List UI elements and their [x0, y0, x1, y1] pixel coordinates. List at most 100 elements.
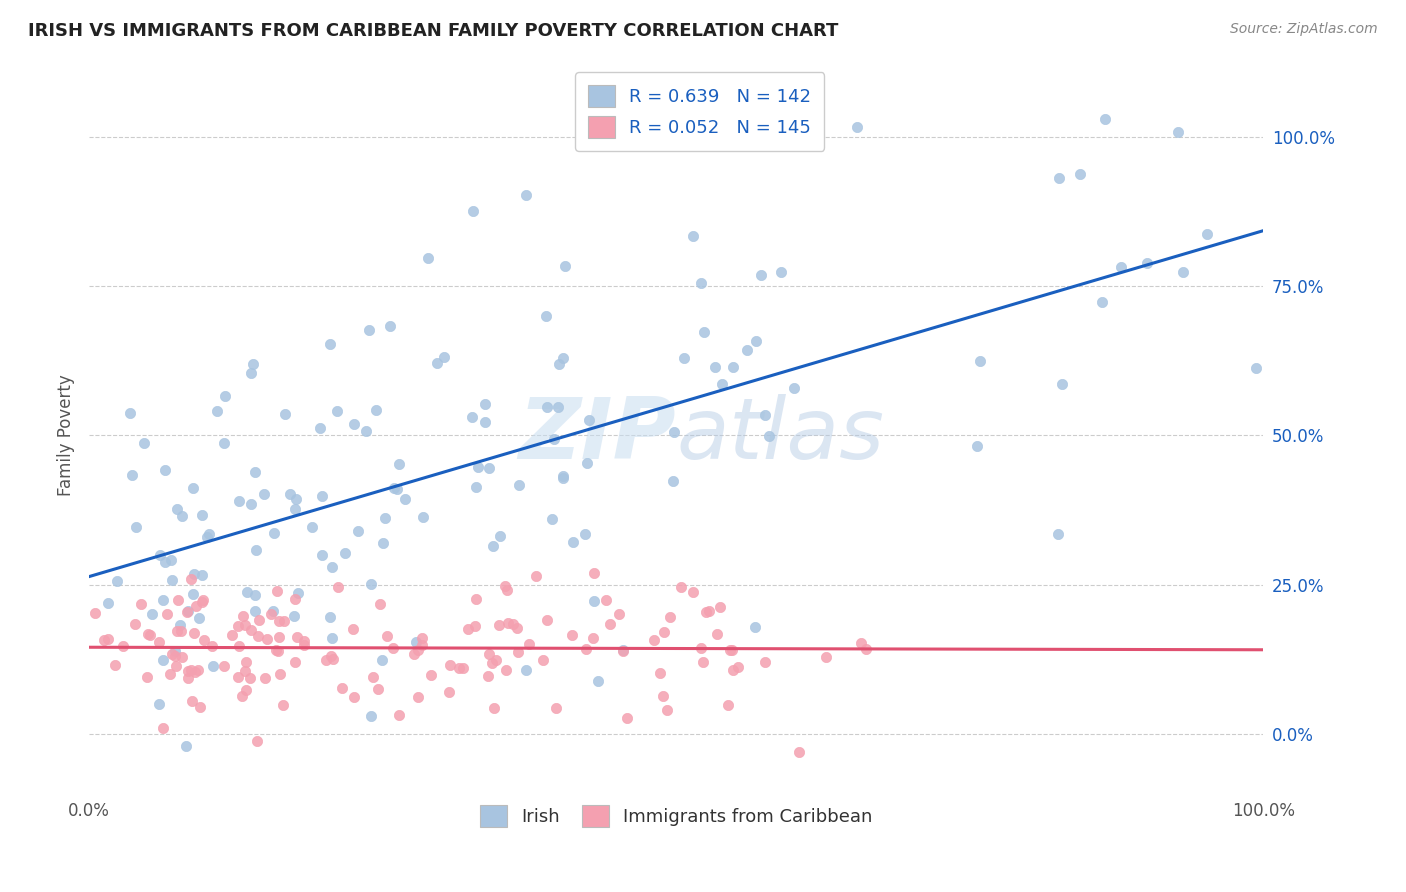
- Point: [243, 465, 266, 479]
- Point: [162, 573, 184, 587]
- Point: [207, 404, 229, 418]
- Point: [769, 265, 792, 279]
- Point: [612, 643, 634, 657]
- Point: [93, 633, 115, 648]
- Point: [319, 609, 342, 624]
- Point: [271, 698, 294, 712]
- Point: [201, 659, 224, 673]
- Point: [195, 530, 218, 544]
- Point: [321, 559, 343, 574]
- Point: [228, 640, 250, 654]
- Point: [582, 594, 605, 608]
- Point: [260, 607, 283, 622]
- Point: [496, 616, 519, 631]
- Point: [315, 653, 337, 667]
- Point: [309, 421, 332, 435]
- Point: [382, 640, 405, 655]
- Point: [311, 489, 333, 503]
- Point: [148, 548, 170, 562]
- Point: [183, 626, 205, 640]
- Point: [534, 309, 557, 323]
- Point: [411, 638, 433, 652]
- Point: [382, 481, 405, 495]
- Text: ZIP: ZIP: [519, 394, 676, 477]
- Point: [228, 494, 250, 508]
- Point: [419, 668, 441, 682]
- Point: [292, 639, 315, 653]
- Point: [718, 643, 741, 657]
- Point: [247, 628, 270, 642]
- Point: [439, 658, 461, 673]
- Point: [461, 409, 484, 424]
- Point: [1173, 265, 1195, 279]
- Point: [692, 655, 714, 669]
- Point: [709, 599, 731, 614]
- Point: [177, 664, 200, 678]
- Point: [231, 689, 253, 703]
- Point: [375, 629, 398, 643]
- Point: [402, 647, 425, 661]
- Point: [502, 617, 524, 632]
- Point: [536, 400, 558, 414]
- Point: [464, 619, 486, 633]
- Point: [165, 648, 187, 663]
- Point: [1136, 256, 1159, 270]
- Point: [97, 632, 120, 647]
- Point: [212, 659, 235, 673]
- Point: [405, 635, 427, 649]
- Point: [697, 604, 720, 618]
- Point: [233, 618, 256, 632]
- Point: [266, 583, 288, 598]
- Point: [180, 572, 202, 586]
- Point: [721, 663, 744, 677]
- Point: [612, 644, 634, 658]
- Point: [477, 669, 499, 683]
- Point: [551, 469, 574, 483]
- Point: [118, 406, 141, 420]
- Text: IRISH VS IMMIGRANTS FROM CARIBBEAN FAMILY POVERTY CORRELATION CHART: IRISH VS IMMIGRANTS FROM CARIBBEAN FAMIL…: [28, 22, 838, 40]
- Point: [464, 480, 486, 494]
- Point: [783, 381, 806, 395]
- Point: [278, 486, 301, 500]
- Point: [287, 585, 309, 599]
- Point: [328, 581, 350, 595]
- Point: [83, 607, 105, 621]
- Point: [576, 456, 599, 470]
- Point: [121, 467, 143, 482]
- Point: [274, 407, 297, 421]
- Point: [496, 582, 519, 597]
- Point: [269, 630, 291, 644]
- Point: [574, 527, 596, 541]
- Point: [966, 439, 988, 453]
- Point: [735, 343, 758, 357]
- Point: [233, 664, 256, 678]
- Point: [124, 617, 146, 632]
- Point: [367, 682, 389, 697]
- Point: [284, 492, 307, 507]
- Point: [236, 585, 259, 599]
- Point: [253, 486, 276, 500]
- Point: [425, 356, 447, 370]
- Point: [311, 549, 333, 563]
- Point: [169, 618, 191, 632]
- Point: [267, 614, 290, 628]
- Point: [153, 463, 176, 477]
- Point: [360, 708, 382, 723]
- Point: [284, 501, 307, 516]
- Point: [482, 539, 505, 553]
- Point: [406, 643, 429, 657]
- Point: [548, 357, 571, 371]
- Point: [449, 661, 471, 675]
- Legend: Irish, Immigrants from Caribbean: Irish, Immigrants from Caribbean: [472, 798, 880, 834]
- Point: [481, 656, 503, 670]
- Point: [245, 604, 267, 618]
- Y-axis label: Family Poverty: Family Poverty: [58, 375, 75, 496]
- Point: [543, 432, 565, 446]
- Point: [177, 672, 200, 686]
- Point: [191, 593, 214, 607]
- Point: [363, 670, 385, 684]
- Point: [321, 631, 343, 645]
- Point: [129, 597, 152, 611]
- Point: [616, 711, 638, 725]
- Point: [378, 319, 401, 334]
